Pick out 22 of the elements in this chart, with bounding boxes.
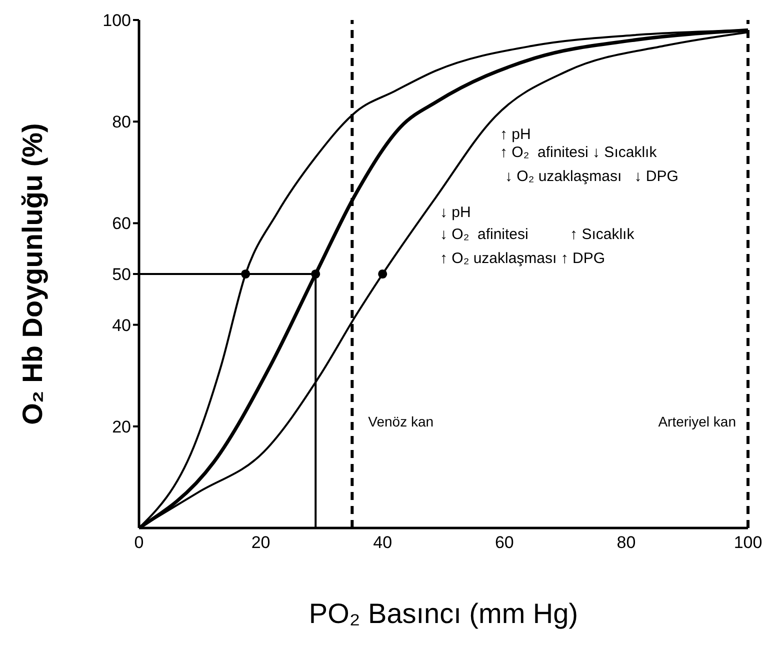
- x-tick-label: 60: [494, 533, 514, 552]
- y-tick-label: 20: [112, 417, 131, 436]
- ref-line-label: Arteriyel kan: [658, 413, 736, 430]
- annotation: ↑ O₂ uzaklaşması ↑ DPG: [440, 250, 606, 268]
- annotation: ↓ pH: [440, 204, 471, 222]
- annotation: ↓ O₂ uzaklaşması ↓ DPG: [505, 168, 678, 186]
- y-axis-title: O₂ Hb Doygunluğu (%): [17, 123, 48, 425]
- y-tick-label: 60: [112, 214, 131, 234]
- x-tick-label: 100: [734, 533, 762, 552]
- x-tick-label: 0: [134, 533, 144, 552]
- x-axis-title: PO₂ Basıncı (mm Hg): [308, 598, 578, 629]
- annotation: ↑ pH: [500, 126, 531, 144]
- x-tick-label: 20: [251, 533, 270, 552]
- y-tick-label: 40: [112, 316, 131, 335]
- x-tick-label: 80: [616, 533, 636, 552]
- y-tick-label: 50: [112, 265, 131, 284]
- annotation: ↑ O₂ afinitesi ↓ Sıcaklık: [500, 144, 657, 162]
- annotation: ↓ O₂ afinitesi ↑ Sıcaklık: [440, 226, 634, 244]
- y-tick-label: 100: [102, 11, 131, 30]
- ref-line-label: Venöz kan: [368, 413, 434, 430]
- x-tick-label: 40: [373, 533, 392, 552]
- y-tick-label: 80: [112, 112, 131, 132]
